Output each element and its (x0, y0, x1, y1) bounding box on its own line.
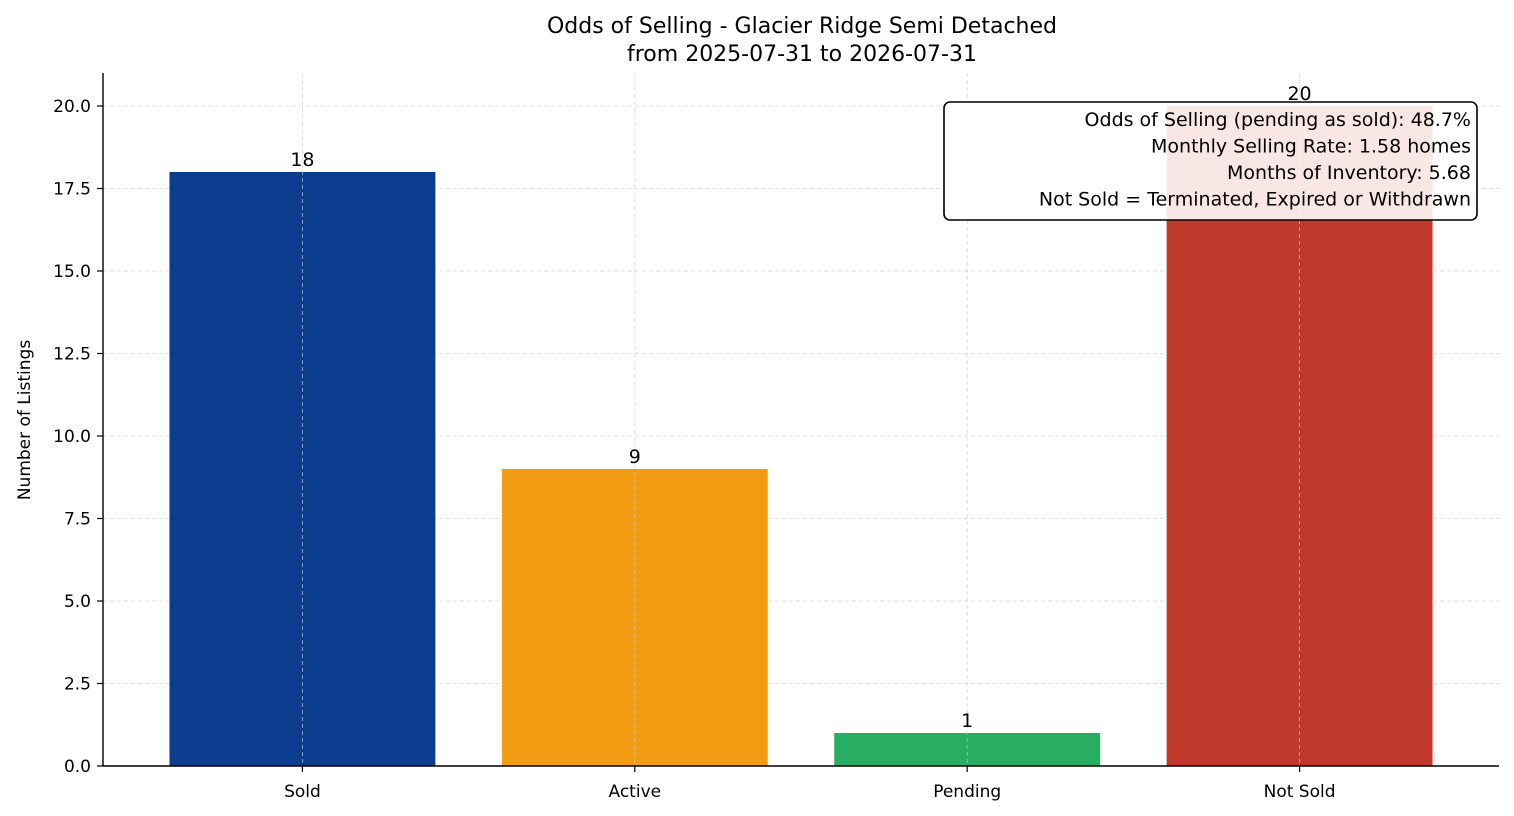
axes: 0.0 2.5 5.0 7.5 10.0 12.5 15.0 17.5 20.0 Sold Acti… (53, 73, 1499, 802)
y-tick-label: 2.5 (64, 675, 91, 695)
info-box: Odds of Selling (pending as sold): 48.7%… (943, 101, 1478, 221)
info-box-line: Monthly Selling Rate: 1.58 homes (1151, 136, 1471, 158)
bar-value-label: 20 (1287, 83, 1311, 105)
bar-value-label: 9 (629, 446, 641, 468)
y-tick-label: 7.5 (64, 510, 91, 530)
bar-value-label: 1 (961, 710, 973, 732)
chart-subtitle: from 2025-07-31 to 2026-07-31 (627, 42, 977, 67)
info-box-line: Not Sold = Terminated, Expired or Withdr… (1039, 189, 1471, 211)
y-tick-label: 17.5 (53, 180, 91, 200)
y-axis-title: Number of Listings (15, 340, 35, 500)
y-tick-label: 15.0 (53, 262, 91, 282)
y-tick-label: 10.0 (53, 427, 91, 447)
chart-title: Odds of Selling - Glacier Ridge Semi Det… (547, 14, 1057, 39)
x-tick-label: Sold (284, 782, 321, 802)
info-box-frame (943, 101, 1478, 221)
bar-active (501, 469, 768, 766)
info-box-line: Odds of Selling (pending as sold): 48.7% (1085, 109, 1471, 131)
info-box-line: Months of Inventory: 5.68 (1227, 162, 1471, 184)
x-tick-label: Active (609, 782, 662, 802)
y-tick-label: 5.0 (64, 592, 91, 612)
y-tick-label: 0.0 (64, 757, 91, 777)
y-tick-label: 12.5 (53, 345, 91, 365)
y-tick-label: 20.0 (53, 97, 91, 117)
x-tick-label: Not Sold (1264, 782, 1336, 802)
bar-value-labels: 18 9 1 20 (290, 83, 1311, 732)
x-tick-label: Pending (933, 782, 1001, 802)
bar-value-label: 18 (290, 149, 314, 171)
